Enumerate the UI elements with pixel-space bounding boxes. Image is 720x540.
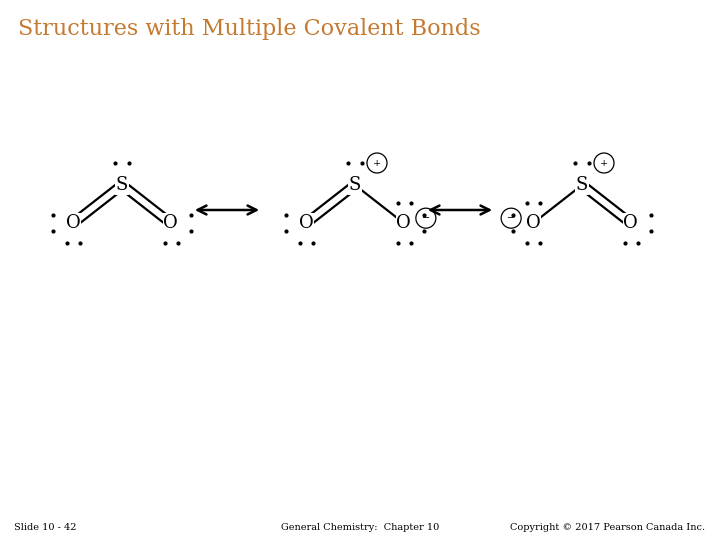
Text: −: − <box>422 214 430 222</box>
Text: S: S <box>116 176 128 194</box>
Text: O: O <box>624 214 638 232</box>
Text: Copyright © 2017 Pearson Canada Inc.: Copyright © 2017 Pearson Canada Inc. <box>510 523 706 532</box>
Text: O: O <box>163 214 179 232</box>
Text: General Chemistry:  Chapter 10: General Chemistry: Chapter 10 <box>281 523 439 532</box>
Text: −: − <box>507 214 516 222</box>
Text: S: S <box>348 176 361 194</box>
Text: S: S <box>576 176 588 194</box>
Text: +: + <box>600 159 608 167</box>
Text: +: + <box>373 159 381 167</box>
Text: Slide 10 - 42: Slide 10 - 42 <box>14 523 77 532</box>
Text: Structures with Multiple Covalent Bonds: Structures with Multiple Covalent Bonds <box>18 18 481 40</box>
Text: O: O <box>397 214 411 232</box>
Text: O: O <box>526 214 541 232</box>
Text: O: O <box>66 214 81 232</box>
Text: O: O <box>299 214 313 232</box>
